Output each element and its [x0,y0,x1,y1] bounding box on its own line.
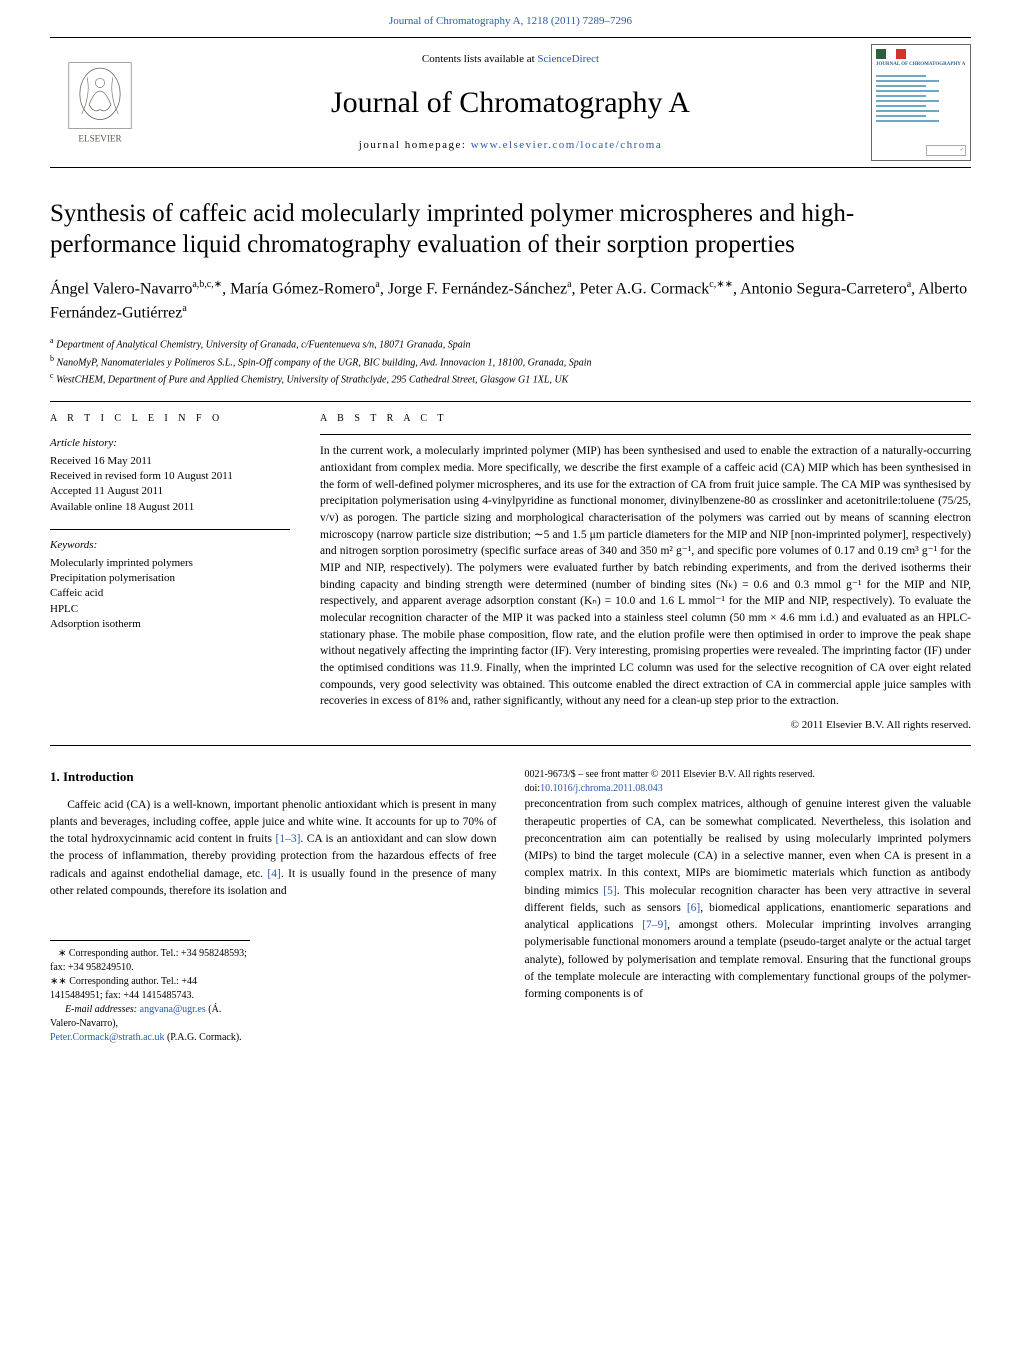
citation-link[interactable]: [1–3] [275,833,300,845]
corresponding-author-1: ∗ Corresponding author. Tel.: +34 958248… [50,947,250,975]
corresponding-author-2: ∗∗ Corresponding author. Tel.: +44 14154… [50,975,250,1003]
authors-list: Ángel Valero-Navarroa,b,c,∗, María Gómez… [50,277,971,326]
abstract-text: In the current work, a molecularly impri… [320,443,971,710]
citation-link[interactable]: [4] [267,868,280,880]
contents-available: Contents lists available at ScienceDirec… [160,52,861,67]
sciencedirect-link[interactable]: ScienceDirect [537,53,599,65]
svg-text:ELSEVIER: ELSEVIER [78,133,122,143]
footnotes-block: ∗ Corresponding author. Tel.: +34 958248… [50,940,250,1045]
homepage-url-link[interactable]: www.elsevier.com/locate/chroma [471,139,663,151]
history-list: Received 16 May 2011Received in revised … [50,454,290,516]
citation-link[interactable]: [5] [603,885,616,897]
article-title: Synthesis of caffeic acid molecularly im… [50,198,971,261]
history-heading: Article history: [50,436,290,451]
doi-link[interactable]: 10.1016/j.chroma.2011.08.043 [540,783,663,794]
article-info-heading: a r t i c l e i n f o [50,412,290,426]
journal-title: Journal of Chromatography A [160,82,861,124]
front-matter-line: 0021-9673/$ – see front matter © 2011 El… [525,768,972,782]
affiliations: a Department of Analytical Chemistry, Un… [50,335,971,387]
abstract-copyright: © 2011 Elsevier B.V. All rights reserved… [320,718,971,733]
keywords-heading: Keywords: [50,538,290,553]
front-matter-block: 0021-9673/$ – see front matter © 2011 El… [525,768,972,796]
journal-homepage: journal homepage: www.elsevier.com/locat… [160,138,861,153]
citation-link[interactable]: [6] [687,902,700,914]
journal-citation-link[interactable]: Journal of Chromatography A, 1218 (2011)… [0,0,1021,37]
journal-cover-thumbnail: JOURNAL OF CHROMATOGRAPHY A ✓ [871,44,971,161]
email-link[interactable]: angvana@ugr.es [140,1004,206,1015]
intro-paragraph-1: Caffeic acid (CA) is a well-known, impor… [50,797,497,901]
abstract-heading: a b s t r a c t [320,412,971,426]
email-addresses: E-mail addresses: angvana@ugr.es (Á. Val… [50,1003,250,1031]
intro-paragraph-2: preconcentration from such complex matri… [525,796,972,1003]
divider [50,401,971,402]
publisher-logo: ELSEVIER [50,44,150,161]
keywords-list: Molecularly imprinted polymersPrecipitat… [50,556,290,633]
email-addresses-cont: Peter.Cormack@strath.ac.uk (P.A.G. Corma… [50,1031,250,1045]
section-heading-intro: 1. Introduction [50,768,497,786]
journal-header: ELSEVIER Contents lists available at Sci… [50,37,971,168]
email-link[interactable]: Peter.Cormack@strath.ac.uk [50,1032,164,1043]
citation-link[interactable]: [7–9] [642,919,667,931]
